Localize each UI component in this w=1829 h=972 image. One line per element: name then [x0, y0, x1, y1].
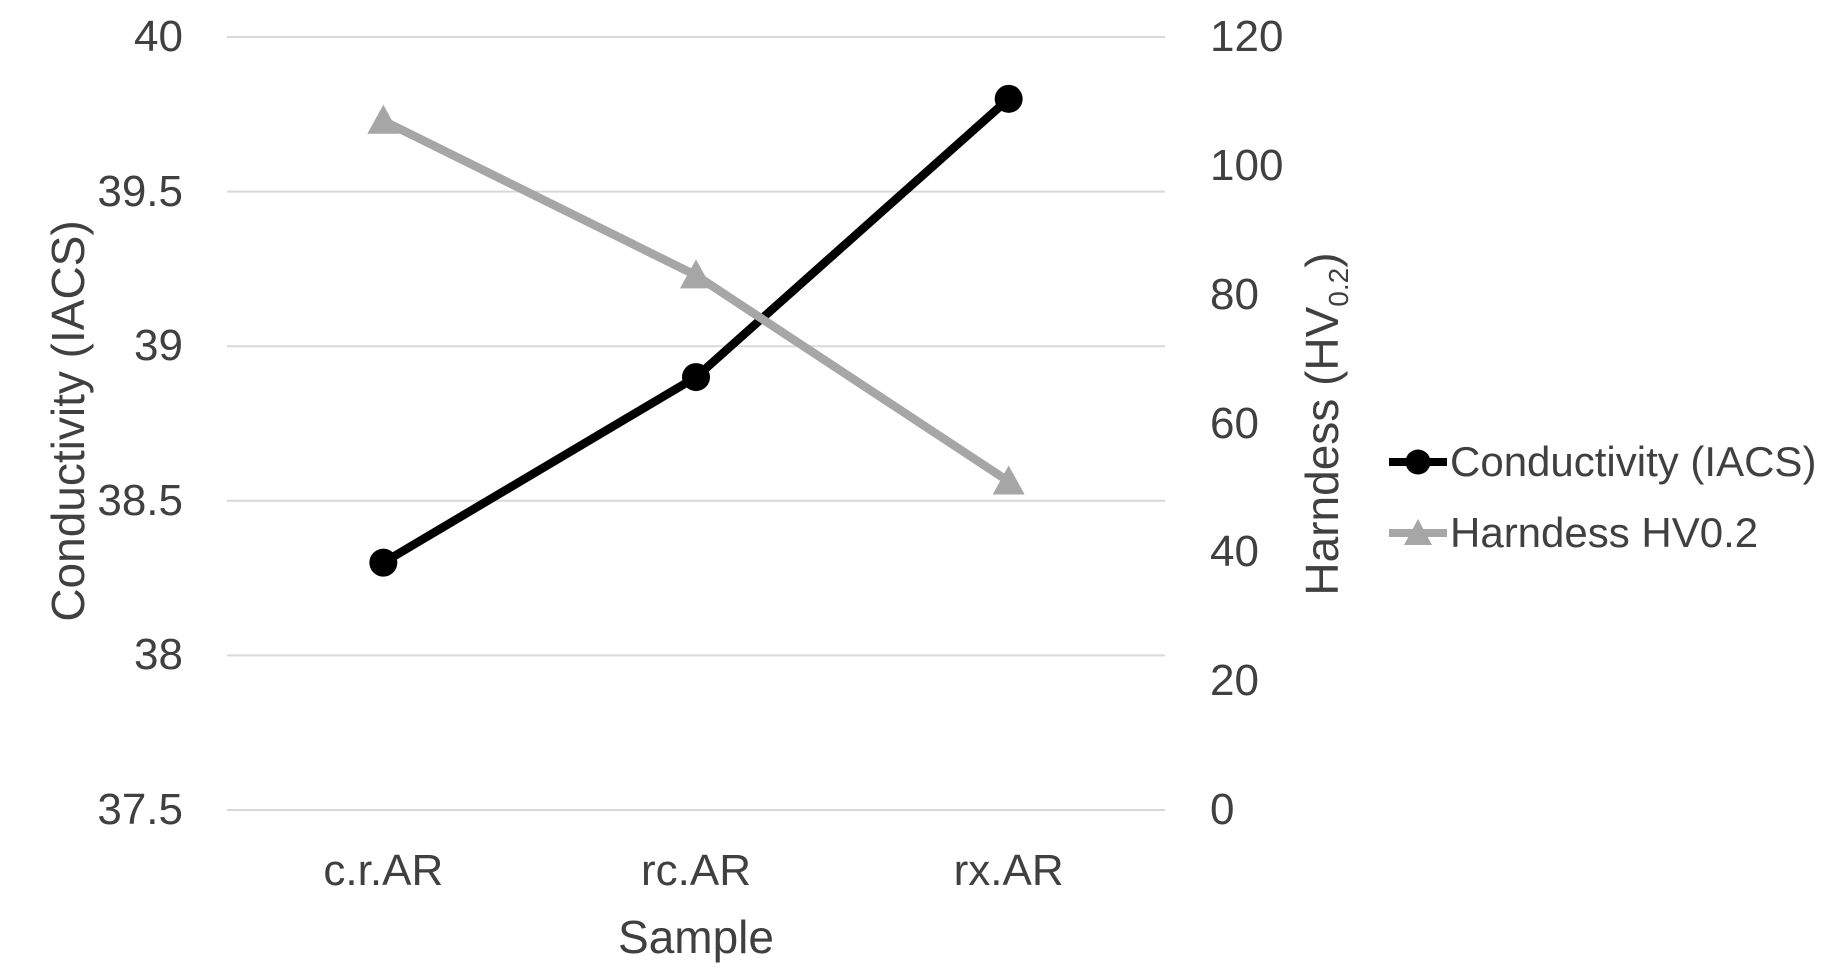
right-axis-tick-label: 100: [1210, 140, 1284, 190]
legend-marker-circle-icon: [1389, 449, 1447, 475]
left-axis-tick-label: 38: [134, 630, 183, 680]
right-axis-tick-label: 80: [1210, 269, 1259, 319]
right-axis-title: Harndess (HV0.2): [1296, 0, 1354, 924]
right-axis-tick-label: 0: [1210, 785, 1235, 834]
data-point-circle-marker: [682, 363, 710, 392]
legend-label: Conductivity (IACS): [1450, 438, 1817, 485]
right-axis-tick-label: 120: [1210, 12, 1284, 61]
left-axis-tick-label: 40: [134, 12, 183, 61]
left-axis-tick-label: 38.5: [97, 475, 183, 525]
legend-item: Harndess HV0.2: [1388, 507, 1758, 559]
left-axis-tick-label: 39.5: [97, 166, 183, 216]
right-axis-tick-label: 60: [1210, 398, 1259, 448]
right-axis-title-text: Harndess (HV: [1296, 306, 1348, 596]
data-point-triangle-marker: [367, 104, 400, 134]
data-point-circle-marker: [994, 84, 1023, 113]
x-axis-category-label: c.r.AR: [323, 846, 444, 895]
left-axis-title: Conductivity (IACS): [42, 220, 94, 622]
x-axis-title: Sample: [618, 911, 774, 963]
right-axis-tick-label: 40: [1210, 527, 1259, 577]
legend-marker-triangle-icon: [1389, 519, 1447, 545]
right-axis-title-suffix: ): [1296, 252, 1348, 268]
left-axis-tick-label: 37.5: [97, 785, 183, 834]
data-point-circle-marker: [369, 548, 398, 577]
legend-label: Harndess HV0.2: [1450, 509, 1759, 556]
data-point-triangle-marker: [680, 259, 712, 289]
x-axis-category-label: rx.AR: [953, 846, 1064, 895]
right-axis-title-subscript: 0.2: [1323, 267, 1355, 307]
data-point-triangle-marker: [992, 465, 1025, 495]
left-axis-tick-label: 39: [134, 321, 183, 371]
legend-item: Conductivity (IACS): [1388, 436, 1816, 488]
series-line-triangle: [381, 116, 1012, 486]
x-axis-category-label: rc.AR: [641, 846, 751, 895]
right-axis-tick-label: 20: [1210, 656, 1259, 706]
